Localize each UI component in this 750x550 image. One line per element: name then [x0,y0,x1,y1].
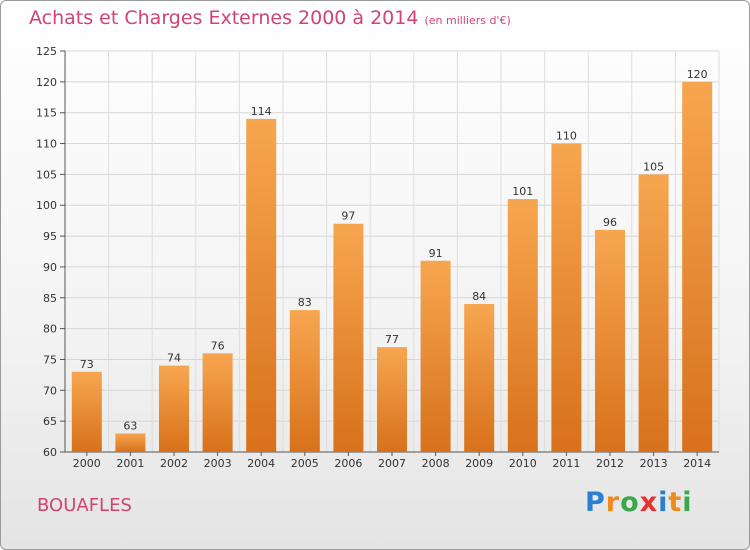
logo-letter: o [620,487,640,518]
y-tick-label: 85 [43,292,57,305]
bar-2006 [333,223,364,452]
bar-2002 [159,365,189,452]
value-label-2007: 77 [385,333,399,346]
bar-2009 [464,303,495,452]
logo-letter: t [668,487,683,518]
logo-letter: i [658,487,669,518]
y-tick-label: 65 [43,415,57,428]
y-tick-label: 125 [36,45,57,58]
bar-2013 [638,174,669,452]
x-tick-label-2014: 2014 [683,457,711,470]
y-tick-label: 75 [43,353,57,366]
bar-2007 [377,347,407,452]
y-tick-label: 100 [36,199,57,212]
x-tick-label-2002: 2002 [160,457,188,470]
y-tick-label: 90 [43,261,57,274]
x-tick-label-2003: 2003 [204,457,232,470]
bar-2000 [71,371,102,452]
x-tick-label-2000: 2000 [73,457,101,470]
proxiti-logo: Proxiti [585,487,693,518]
value-label-2009: 84 [472,290,486,303]
x-tick-label-2011: 2011 [552,457,580,470]
value-label-2008: 91 [429,247,443,260]
bars [71,81,713,453]
bar-2012 [595,229,625,452]
x-tick-label-2012: 2012 [596,457,624,470]
y-tick-label: 105 [36,168,57,181]
value-label-2000: 73 [80,358,94,371]
x-tick-label-2006: 2006 [334,457,362,470]
y-tick-label: 60 [43,446,57,459]
value-label-2004: 114 [251,105,272,118]
logo-letter: P [585,487,606,518]
labels: 73 63 74 76 114 83 97 77 91 84 101 110 96 105 120 [80,68,708,433]
value-label-2002: 74 [167,352,181,365]
y-tick-label: 95 [43,230,57,243]
x-tick-label-2005: 2005 [291,457,319,470]
bar-2004 [246,118,277,452]
commune-name: BOUAFLES [37,495,132,516]
x-tick-label-2008: 2008 [422,457,450,470]
x-tick-label-2013: 2013 [640,457,668,470]
x-tick-label-2001: 2001 [116,457,144,470]
value-label-2013: 105 [643,160,664,173]
chart-subtitle: (en milliers d'€) [424,14,511,27]
value-label-2010: 101 [512,185,533,198]
value-label-2003: 76 [211,339,225,352]
value-label-2014: 120 [687,68,708,81]
value-label-2012: 96 [603,216,617,229]
bar-2008 [420,260,451,452]
bar-2014 [682,81,713,452]
y-tick-label: 110 [36,138,57,151]
logo-letter: x [639,487,659,518]
y-tick-label: 115 [36,107,57,120]
chart-title-text: Achats et Charges Externes 2000 à 2014 [29,7,419,29]
y-tick-label: 120 [36,76,57,89]
x-tick-label-2010: 2010 [509,457,537,470]
bar-2010 [507,199,538,452]
y-tick-label: 70 [43,384,57,397]
bar-2011 [551,143,582,453]
value-label-2005: 83 [298,296,312,309]
value-label-2001: 63 [123,419,137,432]
bar-2001 [115,433,146,452]
x-tick-label-2007: 2007 [378,457,406,470]
bar-2003 [202,353,233,452]
logo-letter: i [682,487,693,518]
value-label-2011: 110 [556,130,577,143]
chart-title: Achats et Charges Externes 2000 à 2014 (e… [29,7,511,29]
value-label-2006: 97 [341,210,355,223]
bar-2005 [289,310,320,452]
logo-letter: r [605,487,621,518]
y-tick-label: 80 [43,323,57,336]
x-tick-label-2004: 2004 [247,457,275,470]
x-tick-label-2009: 2009 [465,457,493,470]
